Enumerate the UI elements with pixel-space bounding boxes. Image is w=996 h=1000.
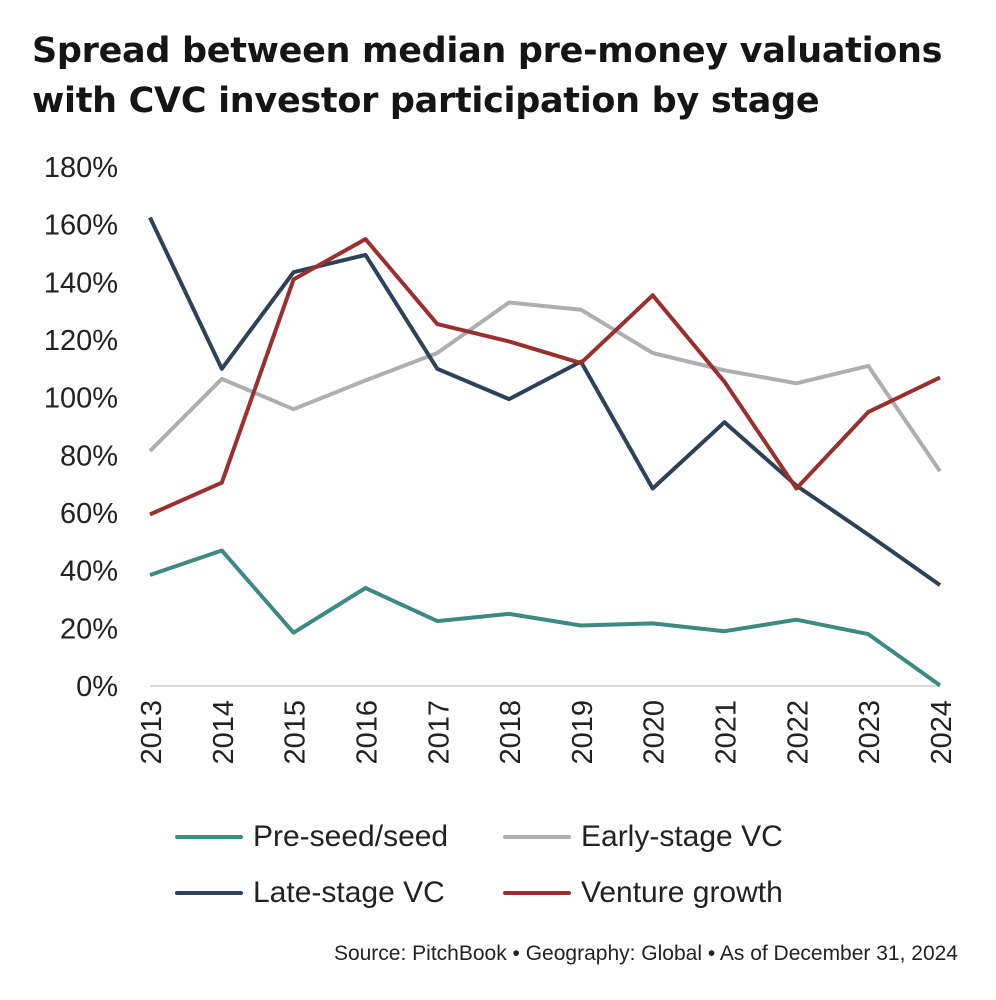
legend-item-pre-seed-seed: Pre-seed/seed bbox=[175, 820, 448, 854]
x-tick-label: 2018 bbox=[495, 700, 527, 765]
x-tick-label: 2016 bbox=[351, 700, 383, 765]
y-tick-label: 60% bbox=[60, 498, 118, 530]
x-tick-label: 2024 bbox=[926, 700, 958, 765]
series-lines bbox=[148, 216, 942, 688]
legend-label-venture-growth: Venture growth bbox=[581, 876, 783, 909]
y-tick-label: 0% bbox=[76, 671, 118, 703]
x-tick-label: 2017 bbox=[423, 700, 455, 765]
legend-label-late-stage-vc: Late-stage VC bbox=[253, 876, 445, 909]
y-tick-label: 20% bbox=[60, 613, 118, 645]
legend-label-pre-seed-seed: Pre-seed/seed bbox=[253, 820, 449, 853]
x-tick-label: 2019 bbox=[567, 700, 599, 765]
y-tick-label: 80% bbox=[60, 440, 118, 472]
y-tick-label: 40% bbox=[60, 556, 118, 588]
chart-title-line-2: with CVC investor participation by stage bbox=[32, 81, 820, 121]
x-tick-label: 2023 bbox=[854, 700, 886, 765]
x-tick-label: 2022 bbox=[782, 700, 814, 765]
x-tick-label: 2020 bbox=[639, 700, 671, 765]
legend-swatch-venture-growth bbox=[503, 891, 571, 895]
legend-swatch-late-stage-vc bbox=[175, 891, 243, 895]
x-tick-label: 2014 bbox=[208, 700, 240, 765]
line-chart: 0%20%40%60%80%100%120%140%160%180% 2013 2… bbox=[44, 152, 958, 765]
series-line-late-stage-vc bbox=[148, 216, 942, 587]
legend-swatch-pre-seed-seed bbox=[175, 835, 243, 839]
chart-title-line-1: Spread between median pre-money valuatio… bbox=[32, 31, 943, 71]
x-tick-label: 2021 bbox=[711, 700, 743, 765]
series-line-pre-seed-seed bbox=[149, 548, 942, 688]
x-tick-label: 2013 bbox=[136, 700, 168, 765]
x-axis: 2013 2014 2015 2016 2017 2018 2019 2020 2021 2022… bbox=[136, 700, 958, 765]
series-line-early-stage-vc bbox=[148, 300, 942, 473]
legend-label-early-stage-vc: Early-stage VC bbox=[581, 820, 783, 853]
series-line-venture-growth bbox=[149, 237, 941, 517]
y-tick-label: 180% bbox=[44, 152, 118, 184]
legend-item-early-stage-vc: Early-stage VC bbox=[503, 820, 783, 854]
source-note: Source: PitchBook • Geography: Global • … bbox=[333, 942, 958, 965]
legend-swatch-early-stage-vc bbox=[503, 835, 571, 839]
legend-item-venture-growth: Venture growth bbox=[503, 876, 783, 910]
y-tick-label: 160% bbox=[44, 210, 118, 242]
y-axis: 0% 20% 40% 60% 80% 100% 120% 140% 160% 180% bbox=[44, 152, 118, 703]
y-tick-label: 140% bbox=[44, 267, 118, 299]
y-tick-label: 120% bbox=[44, 325, 118, 357]
x-tick-label: 2015 bbox=[280, 700, 312, 765]
y-tick-label: 100% bbox=[44, 383, 118, 415]
chart-title: Spread between median pre-money valuatio… bbox=[32, 26, 962, 126]
legend-item-late-stage-vc: Late-stage VC bbox=[175, 876, 445, 910]
